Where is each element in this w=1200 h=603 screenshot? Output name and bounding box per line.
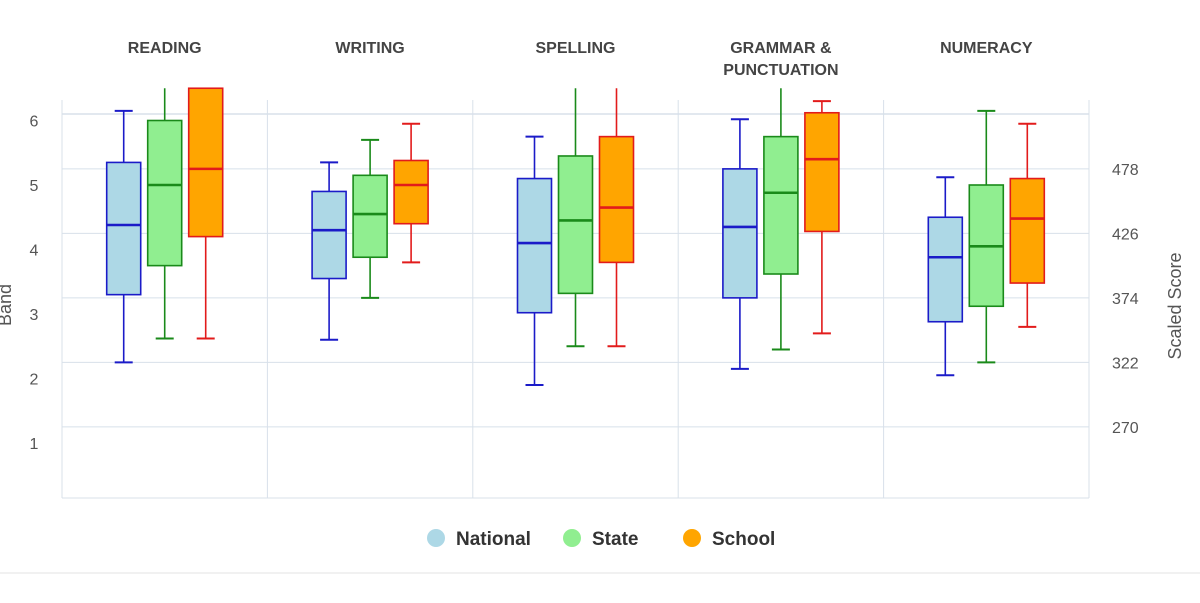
box-body [311, 190, 347, 280]
legend[interactable]: National State School [427, 529, 775, 550]
category-labels: READING WRITING SPELLING GRAMMAR & PUNCTUATI… [128, 40, 1033, 79]
box-national[interactable] [927, 176, 964, 377]
legend-item-school[interactable]: School [683, 529, 775, 550]
box-body [187, 87, 224, 238]
box-body [722, 168, 758, 299]
box-body [927, 216, 964, 323]
box-national[interactable] [516, 135, 553, 386]
category-label: SPELLING [535, 40, 615, 57]
legend-swatch [427, 529, 445, 547]
box-body [804, 111, 840, 233]
box-state[interactable] [352, 138, 388, 299]
box-state[interactable] [763, 88, 799, 351]
legend-swatch [683, 529, 701, 547]
category-label: NUMERACY [940, 40, 1033, 57]
right-axis-title: Scaled Score [1165, 252, 1185, 359]
left-axis-title: Band [0, 284, 15, 326]
box-school[interactable] [598, 88, 635, 348]
box-school[interactable] [804, 100, 840, 335]
box-body [557, 155, 594, 295]
left-tick-label: 4 [30, 243, 39, 260]
left-tick-label: 3 [30, 307, 39, 324]
box-national[interactable] [105, 109, 142, 364]
left-tick-label: 1 [30, 436, 39, 453]
right-tick-label: 322 [1112, 355, 1139, 372]
box-school[interactable] [187, 87, 224, 340]
box-body [763, 135, 799, 275]
category-label: READING [128, 40, 202, 57]
box-body [105, 161, 142, 296]
box-state[interactable] [146, 88, 183, 340]
left-tick-label: 5 [30, 178, 39, 195]
category-label: GRAMMAR & PUNCTUATION [723, 40, 838, 79]
box-body [1009, 177, 1046, 284]
box-series [105, 87, 1046, 386]
box-body [598, 135, 635, 264]
box-body [146, 119, 183, 267]
legend-item-state[interactable]: State [563, 529, 638, 550]
box-national[interactable] [722, 118, 758, 370]
right-axis-ticks: 270 322 374 426 478 [1112, 162, 1139, 437]
box-state[interactable] [557, 88, 594, 348]
legend-label: School [712, 529, 775, 550]
right-tick-label: 270 [1112, 420, 1139, 437]
right-tick-label: 374 [1112, 291, 1139, 308]
box-body [393, 159, 429, 225]
gridlines [61, 100, 1090, 499]
category-label: WRITING [335, 40, 404, 57]
legend-label: National [456, 529, 531, 550]
left-tick-label: 6 [30, 114, 39, 131]
legend-item-national[interactable]: National [427, 529, 531, 550]
right-tick-label: 426 [1112, 226, 1139, 243]
left-axis-ticks: 1 2 3 4 5 6 [30, 114, 39, 454]
legend-label: State [592, 529, 638, 550]
box-state[interactable] [968, 109, 1005, 364]
box-school[interactable] [1009, 122, 1046, 328]
box-body [516, 177, 553, 314]
box-school[interactable] [393, 122, 429, 264]
left-tick-label: 2 [30, 372, 39, 389]
box-national[interactable] [311, 161, 347, 341]
legend-swatch [563, 529, 581, 547]
box-body [352, 174, 388, 259]
right-tick-label: 478 [1112, 162, 1139, 179]
